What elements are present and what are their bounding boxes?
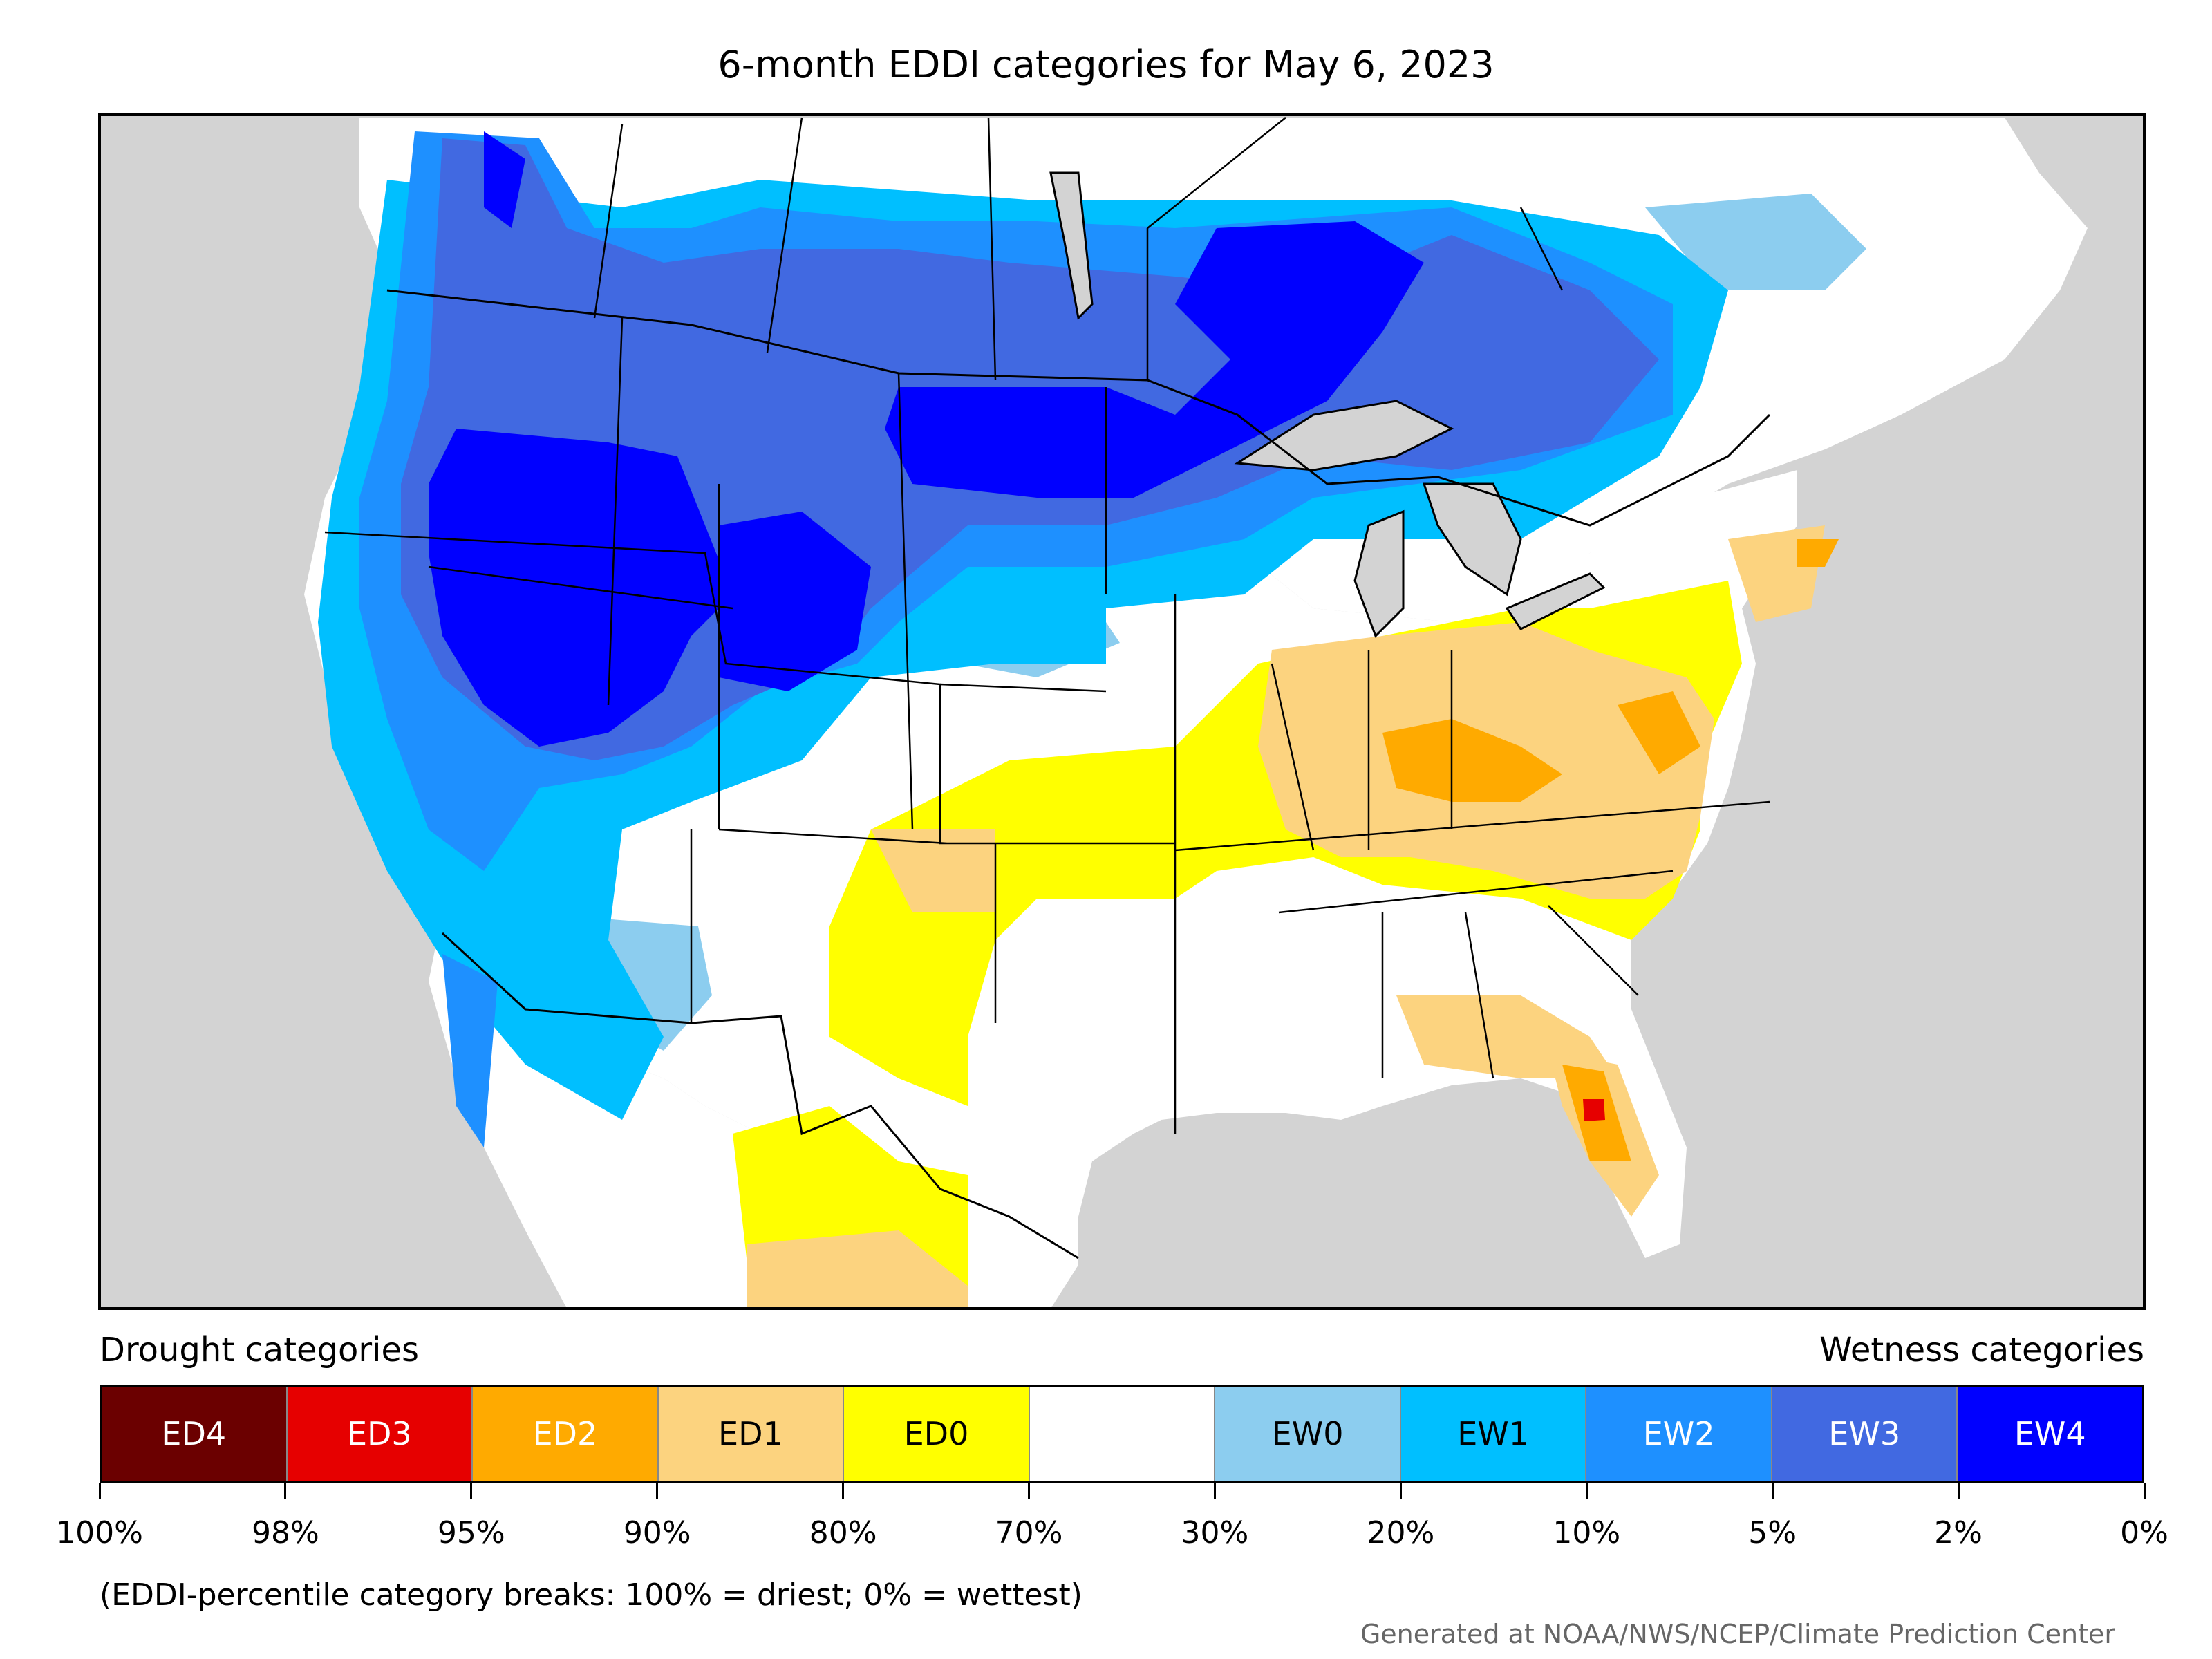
legend-tick [656, 1483, 659, 1499]
ed1-region [747, 1230, 968, 1309]
legend-tick-label: 98% [252, 1515, 319, 1550]
legend-cell-ed3: ED3 [287, 1387, 474, 1481]
credit-line: Generated at NOAA/NWS/NCEP/Climate Predi… [1360, 1619, 2115, 1649]
legend-tick [1771, 1483, 1774, 1499]
legend-tick-label: 10% [1553, 1515, 1621, 1550]
legend-tick [1213, 1483, 1216, 1499]
legend-tick-label: 5% [1748, 1515, 1797, 1550]
ew0-region [1645, 194, 1866, 290]
legend-tick-label: 80% [809, 1515, 877, 1550]
lake-superior [1234, 400, 1454, 471]
ed2-region [1797, 539, 1839, 567]
legend-tick [842, 1483, 845, 1499]
ed1-region [871, 830, 995, 912]
legend-cell-ew1: EW1 [1400, 1387, 1587, 1481]
state-borders [324, 317, 1770, 1134]
legend-tick-label: 2% [1934, 1515, 1983, 1550]
legend-tick [1028, 1483, 1031, 1499]
legend-cell-ew0: EW0 [1215, 1387, 1401, 1481]
legend-tick [470, 1483, 473, 1499]
ew2-region [442, 954, 498, 1147]
map-title: 6-month EDDI categories for May 6, 2023 [718, 43, 1494, 86]
lake-michigan [1353, 509, 1405, 638]
legend-colorbar: ED4 ED3 ED2 ED1 ED0 EW0 EW1 EW2 EW3 EW4 [100, 1385, 2144, 1483]
legend-tick [2143, 1483, 2146, 1499]
legend-cell-ed1: ED1 [658, 1387, 845, 1481]
legend-cell-ew2: EW2 [1586, 1387, 1772, 1481]
ed2-region [1382, 719, 1562, 802]
legend-cell-ed0: ED0 [844, 1387, 1030, 1481]
legend-tick-label: 0% [2120, 1515, 2168, 1550]
category-note: (EDDI-percentile category breaks: 100% =… [100, 1577, 1082, 1613]
legend-tick [284, 1483, 287, 1499]
ew4-region [484, 131, 525, 228]
map-frame [98, 113, 2146, 1310]
ed3-region [1583, 1099, 1605, 1121]
legend-cell-ed2: ED2 [473, 1387, 659, 1481]
legend-tick [1585, 1483, 1588, 1499]
legend-tick [98, 1483, 101, 1499]
legend-tick-label: 70% [995, 1515, 1063, 1550]
lake-winnipeg [1049, 171, 1094, 321]
legend-cell-ew4: EW4 [1958, 1387, 2143, 1481]
legend-tick [1957, 1483, 1960, 1499]
lake-erie [1505, 572, 1606, 630]
drought-categories-heading: Drought categories [100, 1331, 419, 1369]
legend-tick-label: 100% [56, 1515, 143, 1550]
legend-tick-label: 95% [437, 1515, 505, 1550]
legend-tick [1399, 1483, 1402, 1499]
legend-tick-label: 30% [1181, 1515, 1249, 1550]
legend-tick-label: 20% [1367, 1515, 1435, 1550]
ew4-region [719, 512, 871, 691]
us-mexico-border [441, 932, 1079, 1259]
legend-cell-ed4: ED4 [102, 1387, 288, 1481]
wetness-categories-heading: Wetness categories [1819, 1331, 2144, 1369]
legend-cell-none [1029, 1387, 1216, 1481]
ew4-region [885, 221, 1424, 498]
lake-huron [1422, 482, 1522, 597]
legend-cell-ew3: EW3 [1772, 1387, 1958, 1481]
legend-tick-label: 90% [623, 1515, 691, 1550]
ed2-region [1618, 691, 1700, 774]
us-canada-border [386, 289, 1771, 527]
province-borders [593, 117, 1564, 381]
